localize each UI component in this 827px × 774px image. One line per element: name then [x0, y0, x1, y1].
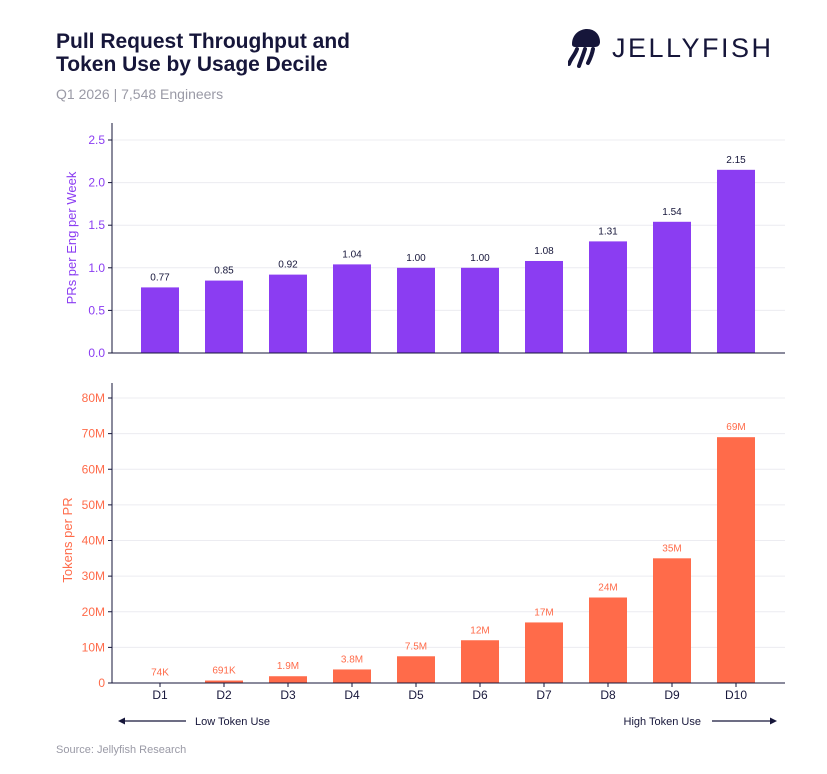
x-tick-label-d3: D3: [280, 688, 296, 702]
tokens-chart-bar-d2: [205, 680, 243, 683]
tokens-chart-data-label: 1.9M: [277, 661, 299, 672]
tokens-chart-data-label: 69M: [726, 422, 745, 433]
prs-chart-data-label: 1.00: [470, 253, 490, 264]
prs-chart-bar-d6: [461, 267, 499, 353]
prs-chart-ytick-label: 0.5: [88, 303, 105, 317]
x-tick-label-d9: D9: [664, 688, 680, 702]
prs-chart-data-label: 1.08: [534, 246, 554, 257]
prs-chart-data-label: 2.15: [726, 155, 746, 166]
prs-chart-bar-d10: [717, 169, 755, 353]
x-tick-label-d4: D4: [344, 688, 360, 702]
tokens-chart-bar-d9: [653, 558, 691, 683]
low-token-use-label: Low Token Use: [195, 716, 270, 728]
prs-chart-data-label: 0.92: [278, 260, 298, 271]
tokens-chart-data-label: 7.5M: [405, 641, 427, 652]
brand-name: JELLYFISH: [612, 32, 774, 63]
tokens-chart-ytick-label: 70M: [82, 427, 105, 441]
tokens-chart-data-label: 74K: [151, 668, 169, 679]
prs-chart-bar-d4: [333, 264, 371, 353]
prs-chart-data-label: 1.04: [342, 249, 362, 260]
chart-title: Pull Request Throughput and Token Use by…: [56, 30, 416, 76]
x-tick-label-d7: D7: [536, 688, 552, 702]
tokens-chart-data-label: 3.8M: [341, 654, 363, 665]
x-tick-label-d6: D6: [472, 688, 488, 702]
tokens-chart-bar-d10: [717, 437, 755, 683]
tokens-chart-data-label: 17M: [534, 607, 553, 618]
x-tick-label-d5: D5: [408, 688, 424, 702]
x-tick-label-d10: D10: [725, 688, 747, 702]
tokens-chart-ytick-label: 30M: [82, 569, 105, 583]
chart-subtitle: Q1 2026 | 7,548 Engineers: [56, 86, 224, 102]
prs-chart-bar-d3: [269, 274, 307, 353]
tokens-chart-ytick-label: 60M: [82, 462, 105, 476]
prs-chart-bar-d8: [589, 241, 627, 353]
x-tick-label-d1: D1: [152, 688, 168, 702]
chart-title-line-2: Token Use by Usage Decile: [56, 53, 328, 76]
x-tick-label-d8: D8: [600, 688, 616, 702]
source-note: Source: Jellyfish Research: [56, 744, 187, 756]
prs-chart-data-label: 1.31: [598, 226, 618, 237]
prs-chart-bar-d9: [653, 221, 691, 353]
tokens-chart-bar-d4: [333, 669, 371, 683]
jellyfish-icon: [568, 29, 600, 68]
tokens-chart-ytick-label: 50M: [82, 498, 105, 512]
prs-chart-bar-d7: [525, 260, 563, 353]
prs-chart-ytick-label: 1.5: [88, 218, 105, 232]
tokens-chart-data-label: 24M: [598, 583, 617, 594]
tokens-chart-ylabel: Tokens per PR: [60, 497, 75, 582]
prs-chart-bar-d5: [397, 267, 435, 353]
prs-chart-data-label: 1.54: [662, 207, 682, 218]
x-tick-label-d2: D2: [216, 688, 232, 702]
tokens-chart-bar-d6: [461, 640, 499, 683]
chart-title-line-1: Pull Request Throughput and: [56, 30, 350, 53]
high-token-arrow-head: [770, 717, 777, 725]
prs-chart-ytick-label: 2.5: [88, 133, 105, 147]
tokens-chart-bar-d5: [397, 656, 435, 683]
tokens-chart-ytick-label: 40M: [82, 534, 105, 548]
prs-chart-ylabel: PRs per Eng per Week: [64, 171, 79, 304]
tokens-chart-bar-d7: [525, 622, 563, 683]
prs-chart-ytick-label: 2.0: [88, 176, 105, 190]
prs-chart-data-label: 0.77: [150, 272, 170, 283]
tokens-chart-ytick-label: 80M: [82, 391, 105, 405]
tokens-chart-data-label: 35M: [662, 543, 681, 554]
tokens-chart-ytick-label: 20M: [82, 605, 105, 619]
prs-chart-bar-d1: [141, 287, 179, 353]
tokens-chart-bar-d3: [269, 676, 307, 683]
tokens-chart-ytick-label: 10M: [82, 640, 105, 654]
prs-chart-data-label: 1.00: [406, 253, 426, 264]
prs-chart-bar-d2: [205, 280, 243, 353]
prs-chart-data-label: 0.85: [214, 266, 234, 277]
tokens-chart-data-label: 12M: [470, 625, 489, 636]
prs-chart-ytick-label: 1.0: [88, 261, 105, 275]
high-token-use-label: High Token Use: [624, 716, 701, 728]
brand-logo: JELLYFISH: [568, 28, 774, 68]
tokens-chart-bar-d8: [589, 597, 627, 683]
tokens-chart-ytick-label: 0: [98, 676, 105, 690]
tokens-chart-data-label: 691K: [212, 666, 236, 677]
prs-chart-ytick-label: 0.0: [88, 346, 105, 360]
low-token-arrow-head: [118, 717, 125, 725]
